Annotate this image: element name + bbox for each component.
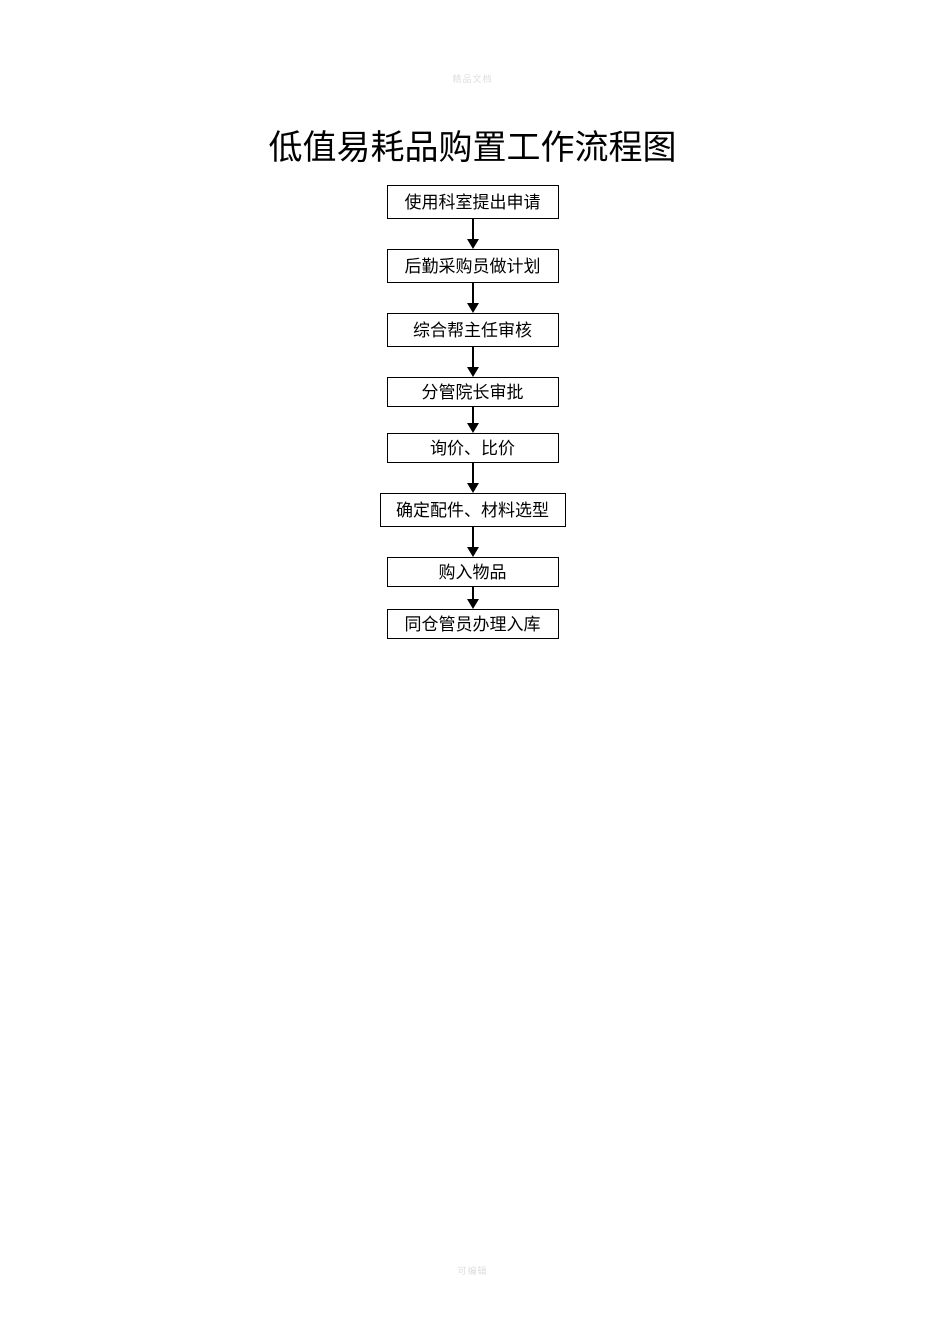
flowchart-node-label: 综合帮主任审核 (413, 322, 532, 339)
flowchart-container: 使用科室提出申请后勤采购员做计划综合帮主任审核分管院长审批询价、比价确定配件、材… (380, 185, 566, 639)
flowchart-node-label: 使用科室提出申请 (405, 194, 541, 211)
arrow-down-icon (467, 219, 479, 249)
flowchart-node-n4: 分管院长审批 (387, 377, 559, 407)
arrow-down-icon (467, 527, 479, 557)
flowchart-node-label: 分管院长审批 (422, 384, 524, 401)
flowchart-node-label: 后勤采购员做计划 (405, 258, 541, 275)
footer-watermark: 可编辑 (457, 1264, 487, 1277)
header-watermark: 精品文档 (452, 72, 492, 85)
page-title: 低值易耗品购置工作流程图 (269, 120, 677, 169)
arrow-down-icon (467, 463, 479, 493)
flowchart-node-n1: 使用科室提出申请 (387, 185, 559, 219)
flowchart-node-label: 同仓管员办理入库 (405, 616, 541, 633)
flowchart-node-n6: 确定配件、材料选型 (380, 493, 566, 527)
arrow-down-icon (467, 407, 479, 433)
flowchart-node-n7: 购入物品 (387, 557, 559, 587)
arrow-down-icon (467, 347, 479, 377)
arrow-down-icon (467, 283, 479, 313)
flowchart-node-label: 询价、比价 (430, 440, 515, 457)
flowchart-node-n8: 同仓管员办理入库 (387, 609, 559, 639)
arrow-down-icon (467, 587, 479, 609)
flowchart-node-n3: 综合帮主任审核 (387, 313, 559, 347)
flowchart-node-n2: 后勤采购员做计划 (387, 249, 559, 283)
flowchart-node-label: 购入物品 (439, 564, 507, 581)
flowchart-node-n5: 询价、比价 (387, 433, 559, 463)
flowchart-node-label: 确定配件、材料选型 (396, 502, 549, 519)
